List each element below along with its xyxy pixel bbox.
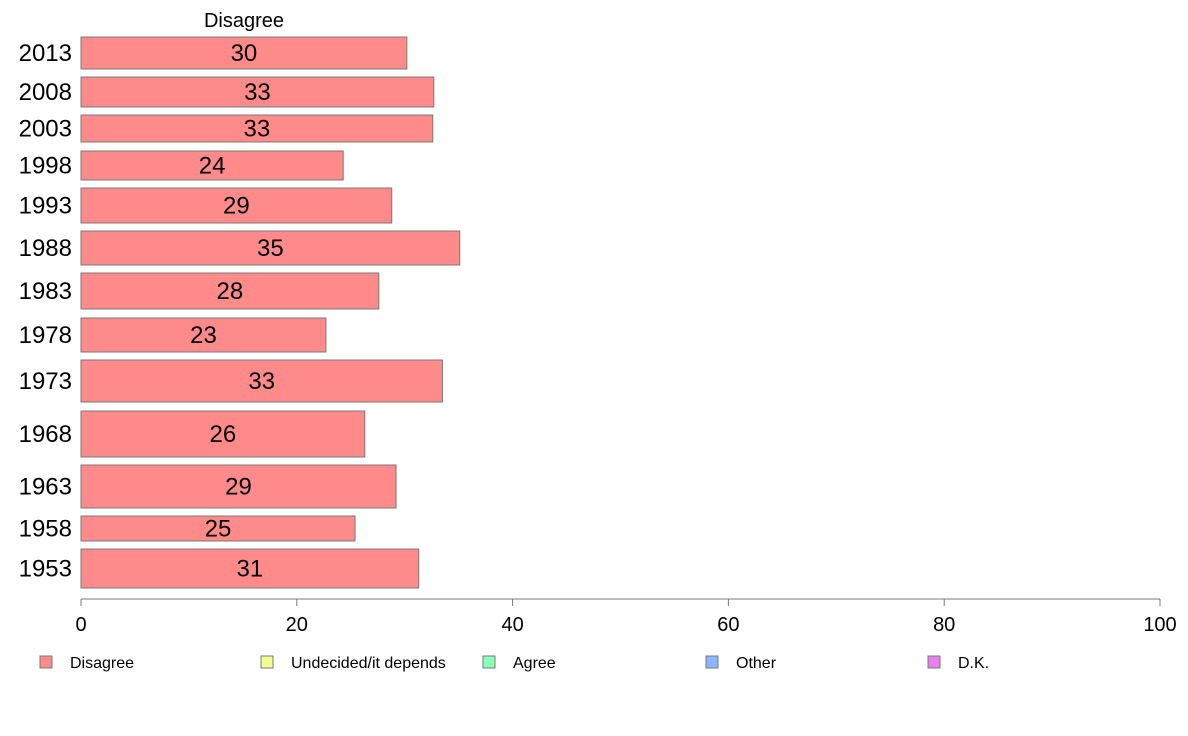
category-label-1983: 1983 <box>19 278 72 305</box>
x-tick-label-80: 80 <box>933 614 955 636</box>
legend-swatch-undecided-it-depends <box>260 655 274 669</box>
value-label-1958: 25 <box>205 516 232 543</box>
category-label-1958: 1958 <box>19 516 72 543</box>
category-label-1998: 1998 <box>19 153 72 180</box>
bar-1978 <box>80 317 327 353</box>
x-tick-label-20: 20 <box>286 614 308 636</box>
value-label-1988: 35 <box>257 235 284 262</box>
bar-1968 <box>80 410 366 458</box>
bar-1993 <box>80 187 393 224</box>
category-label-2003: 2003 <box>19 116 72 143</box>
bar-1988 <box>80 230 461 266</box>
value-label-1953: 31 <box>237 556 264 583</box>
x-tick-label-100: 100 <box>1143 614 1176 636</box>
legend-label-agree: Agree <box>513 655 556 672</box>
value-label-1973: 33 <box>248 368 275 395</box>
legend-label-undecided-it-depends: Undecided/it depends <box>291 655 446 672</box>
bars-group <box>80 36 461 589</box>
bar-1953 <box>80 548 420 589</box>
value-label-1993: 29 <box>223 193 250 220</box>
legend-swatch-agree <box>482 655 496 669</box>
category-labels: 2013 2008 2003 1998 1993 1988 1983 1978 1973 1968… <box>19 40 72 583</box>
bar-2008 <box>80 76 435 108</box>
x-tick-label-40: 40 <box>501 614 523 636</box>
x-tick-label-60: 60 <box>717 614 739 636</box>
legend-label-other: Other <box>736 655 777 672</box>
legend-swatch-d-k <box>927 655 941 669</box>
legend-label-d-k: D.K. <box>958 655 989 672</box>
legend: Disagree Undecided/it depends Agree Other D.… <box>39 655 989 672</box>
bar-1973 <box>80 359 443 403</box>
series-heading: Disagree <box>204 10 284 32</box>
category-label-1973: 1973 <box>19 368 72 395</box>
category-label-1968: 1968 <box>19 421 72 448</box>
value-label-1968: 26 <box>210 421 237 448</box>
x-axis: 0 20 40 60 80 100 <box>75 598 1177 636</box>
category-label-1988: 1988 <box>19 235 72 262</box>
bar-2013 <box>80 36 408 70</box>
category-label-2013: 2013 <box>19 40 72 67</box>
value-label-2013: 30 <box>231 40 258 67</box>
legend-swatch-other <box>705 655 719 669</box>
bar-2003 <box>80 114 434 143</box>
category-label-1993: 1993 <box>19 193 72 220</box>
category-label-1978: 1978 <box>19 322 72 349</box>
value-label-2008: 33 <box>244 79 271 106</box>
bar-1983 <box>80 272 380 310</box>
category-label-2008: 2008 <box>19 79 72 106</box>
legend-label-disagree: Disagree <box>70 655 134 672</box>
x-tick-label-0: 0 <box>75 614 86 636</box>
category-label-1963: 1963 <box>19 474 72 501</box>
value-label-1978: 23 <box>190 322 217 349</box>
bar-1963 <box>80 464 397 509</box>
bar-1958 <box>80 515 356 542</box>
bar-1998 <box>80 150 344 181</box>
value-label-1998: 24 <box>199 153 226 180</box>
legend-swatch-disagree <box>39 655 53 669</box>
value-label-1983: 28 <box>217 278 244 305</box>
value-label-2003: 33 <box>244 116 271 143</box>
category-label-1953: 1953 <box>19 556 72 583</box>
value-label-1963: 29 <box>225 474 252 501</box>
